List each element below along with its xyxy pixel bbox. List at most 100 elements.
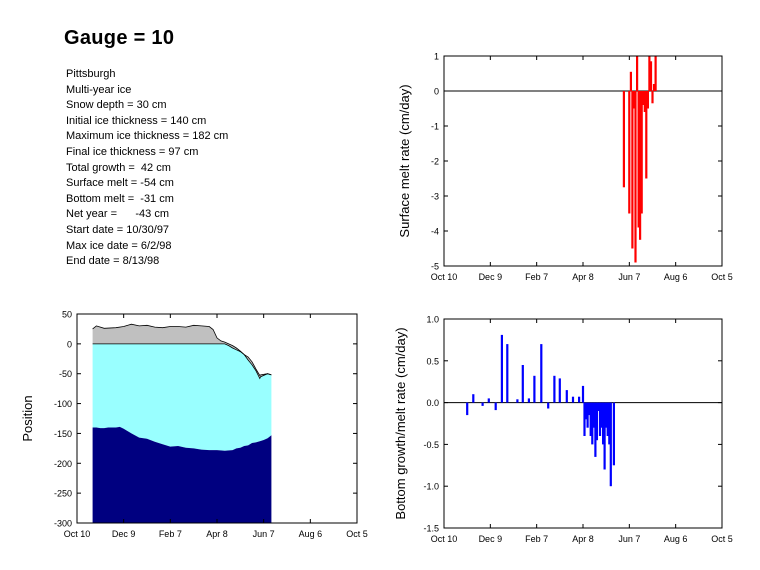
y-axis-label: Surface melt rate (cm/day) (397, 84, 412, 237)
y-tick-label: -3 (431, 192, 439, 202)
x-tick-label: Aug 6 (664, 272, 688, 282)
bar (622, 91, 625, 188)
bar (602, 402, 605, 445)
bar (598, 402, 602, 436)
y-tick-label: -250 (54, 489, 72, 499)
bar (646, 91, 649, 109)
bar (586, 402, 589, 428)
bar (654, 56, 657, 91)
bar (632, 91, 636, 109)
x-tick-label: Dec 9 (479, 534, 503, 544)
x-tick-label: Jun 7 (618, 534, 640, 544)
x-tick-label: Oct 5 (711, 272, 733, 282)
bar (591, 402, 594, 445)
x-tick-label: Apr 8 (206, 529, 228, 539)
bar (642, 91, 645, 105)
x-tick-label: Oct 10 (64, 529, 91, 539)
x-tick-label: Dec 9 (112, 529, 136, 539)
y-tick-label: -5 (431, 262, 439, 272)
bar (648, 56, 651, 91)
bar (609, 402, 612, 487)
x-tick-label: Oct 10 (431, 534, 458, 544)
bar (640, 91, 643, 214)
x-tick-label: Apr 8 (572, 272, 594, 282)
info-line: Start date = 10/30/97 (66, 223, 170, 236)
bar (589, 402, 592, 436)
bar (603, 402, 606, 470)
bar (553, 375, 556, 403)
snow-layer (92, 324, 272, 379)
bar (643, 91, 646, 112)
bar (481, 402, 484, 406)
bar (652, 84, 656, 91)
info-line: Maximum ice thickness = 182 cm (66, 130, 229, 143)
bar (533, 375, 536, 403)
y-tick-label: 0.5 (426, 356, 439, 366)
bar (594, 402, 597, 457)
gauge-info-list: Pittsburgh Multi-year ice Snow depth = 30 … (66, 67, 228, 270)
bar (547, 402, 550, 409)
bar (500, 334, 503, 403)
bar (606, 402, 609, 436)
bar (558, 378, 561, 403)
x-tick-label: Jun 7 (253, 529, 275, 539)
bar (637, 91, 640, 228)
ocean-layer (92, 426, 272, 523)
bar (521, 365, 524, 403)
bar (494, 402, 497, 411)
y-tick-label: -300 (54, 519, 72, 529)
y-tick-label: -0.5 (423, 440, 439, 450)
info-line: Snow depth = 30 cm (66, 99, 167, 112)
bar (588, 402, 591, 416)
y-tick-label: -100 (54, 399, 72, 409)
ice-surface-line (92, 343, 272, 380)
bar (583, 402, 586, 436)
bar (608, 402, 611, 445)
bar (612, 402, 615, 466)
bar (628, 91, 631, 214)
info-line: End date = 8/13/98 (66, 255, 160, 268)
info-line: Final ice thickness = 97 cm (66, 145, 199, 158)
info-line: Bottom melt = -31 cm (66, 192, 174, 205)
snow-surface-line (92, 323, 272, 377)
y-tick-label: 0 (67, 339, 72, 349)
info-line: Max ice date = 6/2/98 (66, 239, 172, 252)
bar (629, 71, 632, 92)
y-tick-label: 1 (434, 52, 439, 62)
bar (639, 91, 642, 240)
x-tick-label: Apr 8 (572, 534, 594, 544)
info-line: Total growth = 42 cm (66, 161, 171, 174)
bar (527, 398, 530, 403)
y-tick-label: 50 (62, 310, 72, 320)
info-line: Initial ice thickness = 140 cm (66, 114, 207, 127)
bar (585, 402, 588, 420)
y-tick-label: -50 (59, 369, 72, 379)
x-tick-label: Feb 7 (525, 272, 548, 282)
y-tick-label: -2 (431, 157, 439, 167)
page-title: Gauge = 10 (64, 27, 175, 49)
bar (578, 396, 581, 403)
y-tick-label: -4 (431, 227, 439, 237)
y-axis-label: Position (20, 395, 35, 441)
y-tick-label: -1.5 (423, 524, 439, 534)
x-tick-label: Dec 9 (479, 272, 503, 282)
bar (645, 91, 648, 179)
bar (516, 399, 519, 403)
y-tick-label: -1 (431, 122, 439, 132)
bar (636, 56, 639, 91)
bar (571, 396, 575, 403)
bar (466, 402, 469, 416)
y-tick-label: -150 (54, 429, 72, 439)
y-axis-label: Bottom growth/melt rate (cm/day) (393, 327, 408, 519)
x-tick-label: Oct 10 (431, 272, 458, 282)
y-tick-label: -200 (54, 459, 72, 469)
y-tick-label: 0.0 (426, 398, 439, 408)
info-line: Net year = -43 cm (66, 208, 170, 221)
bar (565, 390, 568, 403)
x-tick-label: Feb 7 (159, 529, 182, 539)
bar (631, 91, 634, 249)
x-tick-label: Oct 5 (711, 534, 733, 544)
info-line: Multi-year ice (66, 83, 132, 96)
